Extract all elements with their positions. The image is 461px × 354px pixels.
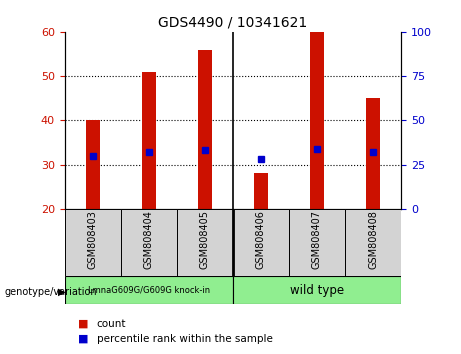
Bar — [177, 209, 233, 276]
Text: ▶: ▶ — [58, 287, 65, 297]
Bar — [233, 276, 401, 304]
Text: LmnaG609G/G609G knock-in: LmnaG609G/G609G knock-in — [88, 286, 210, 295]
Text: GSM808407: GSM808407 — [312, 210, 322, 269]
Text: ■: ■ — [78, 319, 89, 329]
Text: GSM808408: GSM808408 — [368, 210, 378, 269]
Text: wild type: wild type — [290, 284, 344, 297]
Text: GSM808406: GSM808406 — [256, 210, 266, 269]
Text: GSM808403: GSM808403 — [88, 210, 98, 269]
Text: GSM808405: GSM808405 — [200, 210, 210, 269]
Bar — [345, 209, 401, 276]
Bar — [121, 209, 177, 276]
Bar — [198, 50, 212, 209]
Bar — [289, 209, 345, 276]
Bar — [142, 72, 156, 209]
Text: ■: ■ — [78, 334, 89, 344]
Bar — [65, 276, 233, 304]
Bar — [310, 32, 324, 209]
Bar — [233, 209, 289, 276]
Bar — [65, 209, 121, 276]
Title: GDS4490 / 10341621: GDS4490 / 10341621 — [158, 15, 307, 29]
Bar — [86, 120, 100, 209]
Bar — [254, 173, 268, 209]
Text: GSM808404: GSM808404 — [144, 210, 154, 269]
Text: genotype/variation: genotype/variation — [5, 287, 97, 297]
Text: percentile rank within the sample: percentile rank within the sample — [97, 334, 273, 344]
Bar — [366, 98, 380, 209]
Text: count: count — [97, 319, 126, 329]
